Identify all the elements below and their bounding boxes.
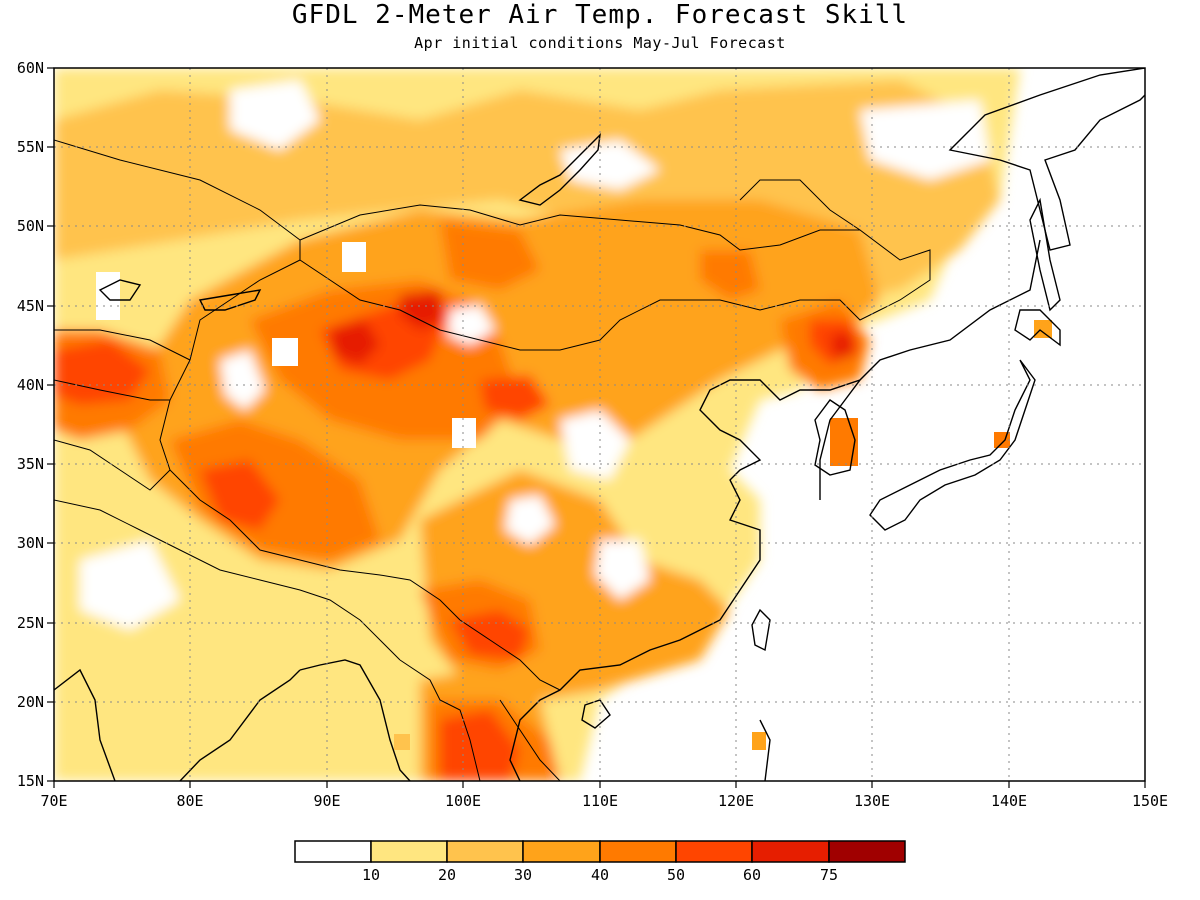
axis-ticks [47,67,1146,788]
lat-tick-label: 30N [17,534,44,552]
colorbar-label: 50 [667,866,685,884]
lat-tick-label: 15N [17,772,44,790]
lat-tick-label: 40N [17,376,44,394]
lon-tick-label: 150E [1132,792,1168,810]
coastlines [54,68,1145,781]
lon-tick-label: 130E [854,792,890,810]
map-title: GFDL 2-Meter Air Temp. Forecast Skill [291,0,909,30]
lon-tick-label: 110E [582,792,618,810]
colorbar-box-1 [370,840,448,863]
colorbar-label: 30 [514,866,532,884]
lon-tick-label: 120E [718,792,754,810]
colorbar-box-2 [446,840,524,863]
lon-tick-label: 100E [445,792,481,810]
lat-tick-label: 35N [17,455,44,473]
lat-tick-label: 25N [17,614,44,632]
lat-tick-label: 20N [17,693,44,711]
colorbar-label: 60 [743,866,761,884]
skill-field [54,68,1145,781]
colorbar-box-3 [522,840,601,863]
map-subtitle: Apr initial conditions May-Jul Forecast [414,34,786,52]
lat-tick-label: 60N [17,59,44,77]
lat-tick-label: 45N [17,297,44,315]
colorbar-label: 20 [438,866,456,884]
lat-axis: 15N 20N 25N 30N 35N 40N 45N 50N 55N 60N [17,59,44,790]
lon-axis: 70E 80E 90E 100E 110E 120E 130E 140E 150… [40,792,1168,810]
borders [54,139,931,781]
colorbar-box-0 [294,840,372,863]
lat-tick-label: 50N [17,217,44,235]
lon-tick-label: 140E [991,792,1027,810]
lon-tick-label: 80E [176,792,203,810]
colorbar-label: 40 [591,866,609,884]
colorbar-box-7 [828,840,906,863]
colorbar-label: 10 [362,866,380,884]
colorbar: 10 20 30 40 50 60 75 [294,840,906,884]
colorbar-box-6 [751,840,830,863]
lon-tick-label: 70E [40,792,67,810]
colorbar-box-5 [675,840,753,863]
lon-tick-label: 90E [313,792,340,810]
lat-tick-label: 55N [17,138,44,156]
colorbar-label: 75 [820,866,838,884]
colorbar-box-4 [599,840,677,863]
